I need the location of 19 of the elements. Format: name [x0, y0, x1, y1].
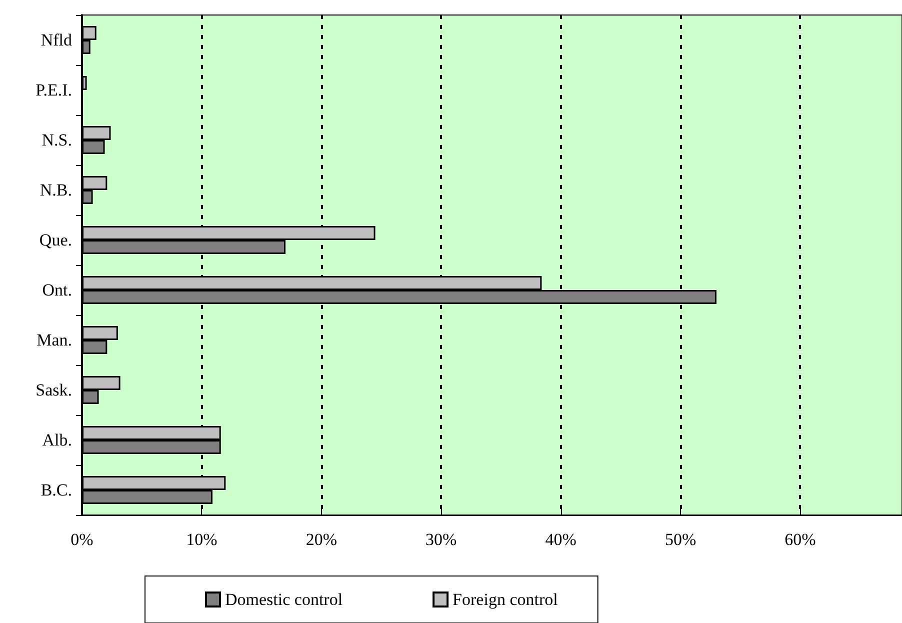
- y-tick-label: P.E.I.: [36, 80, 72, 100]
- y-tick-label: B.C.: [40, 480, 72, 500]
- y-tick-label: Nfld: [40, 30, 72, 50]
- y-tick-label: Que.: [39, 230, 72, 250]
- x-tick-label: 60%: [784, 530, 816, 549]
- y-tick-label: N.B.: [40, 180, 72, 200]
- legend-label: Domestic control: [225, 590, 343, 609]
- y-tick-label: N.S.: [42, 130, 72, 150]
- x-tick-label: 30%: [426, 530, 457, 549]
- x-tick-label: 0%: [70, 530, 94, 549]
- y-tick-label: Alb.: [42, 430, 72, 450]
- y-tick-label: Man.: [36, 330, 72, 350]
- legend-label: Foreign control: [452, 590, 558, 609]
- x-tick-label: 10%: [186, 530, 218, 549]
- x-tick-label: 20%: [306, 530, 337, 549]
- y-tick-label: Ont.: [42, 280, 72, 300]
- y-tick-label: Sask.: [36, 380, 72, 400]
- x-tick-label: 50%: [664, 530, 696, 549]
- x-tick-label: 40%: [545, 530, 576, 549]
